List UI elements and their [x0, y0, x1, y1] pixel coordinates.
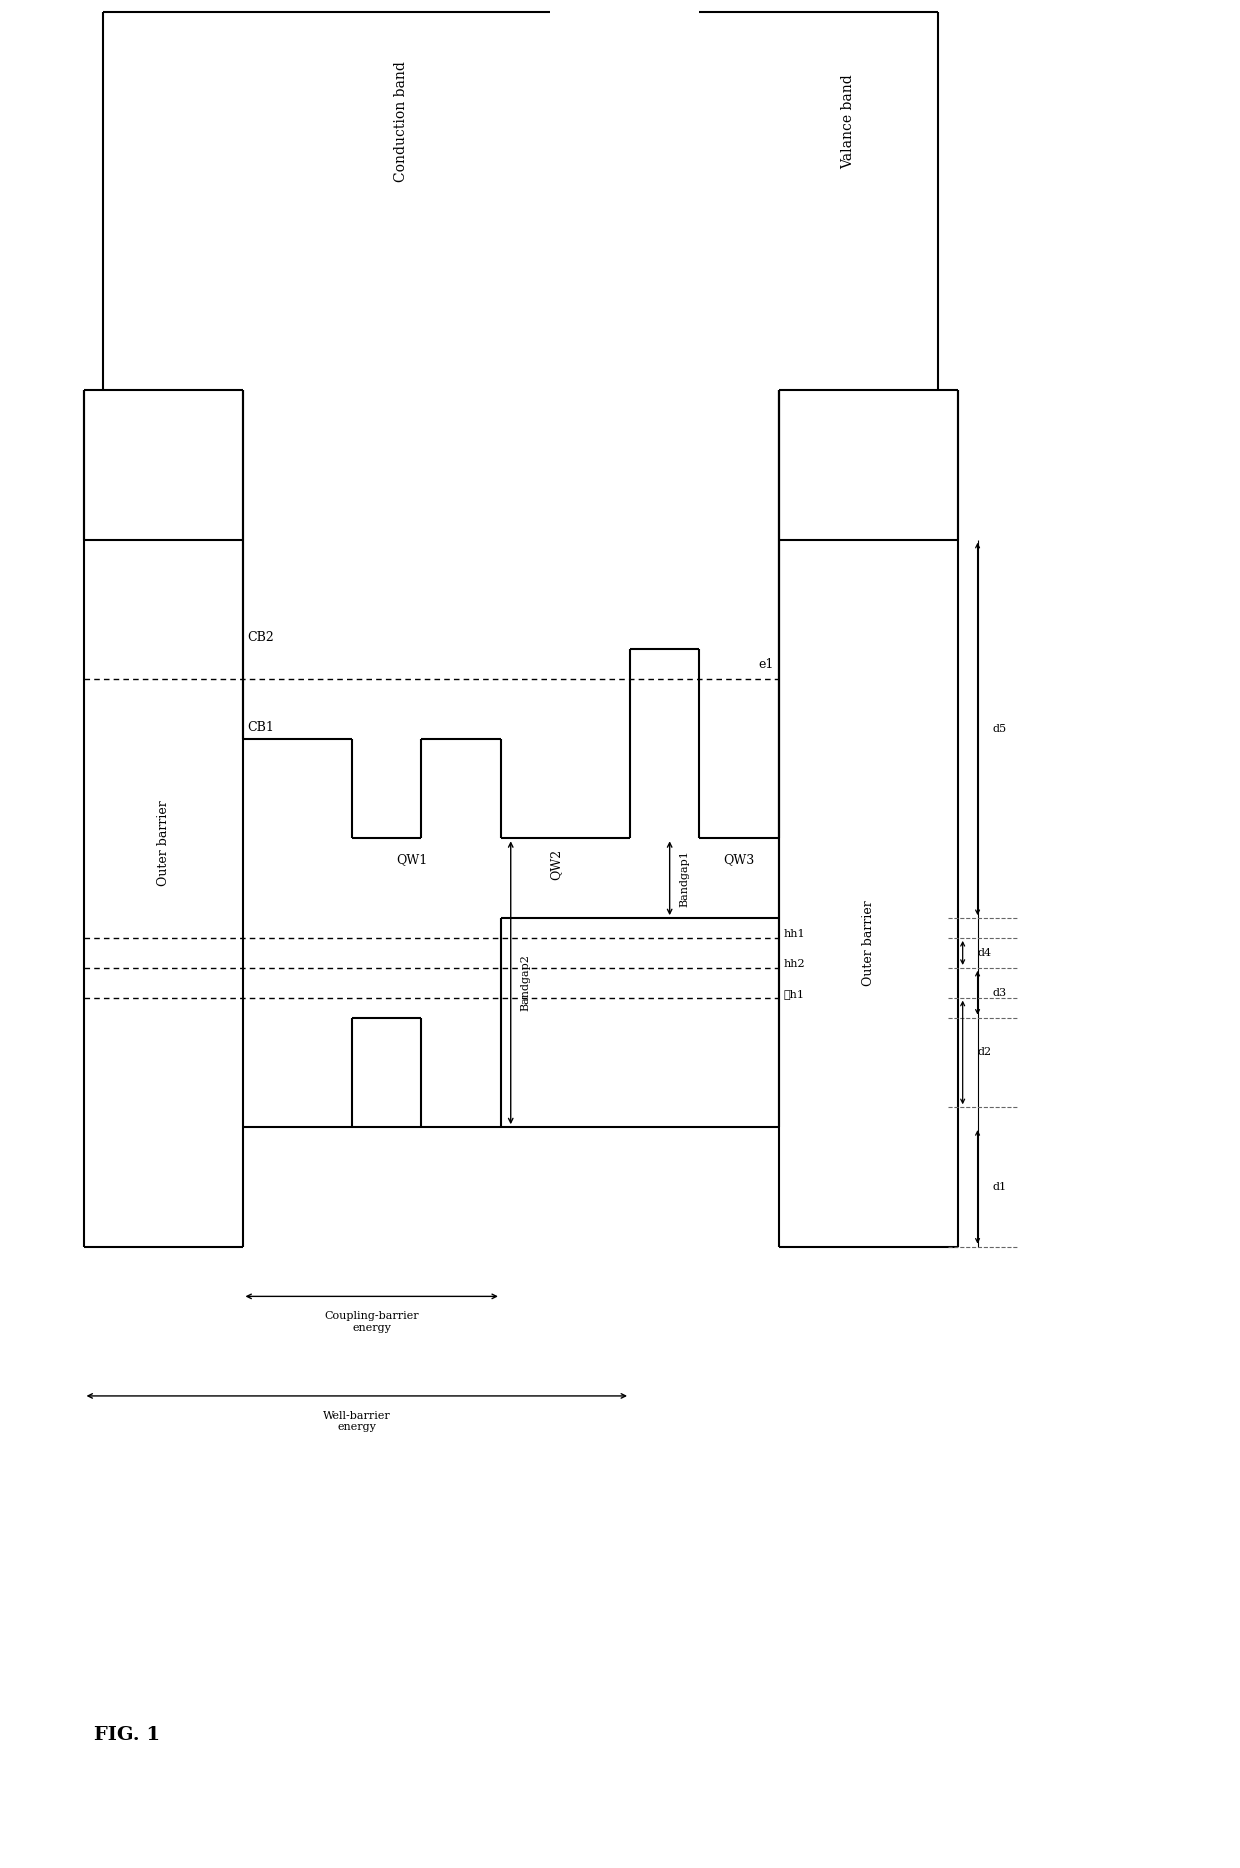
Text: hh2: hh2 — [784, 958, 806, 969]
Text: Bandgap2: Bandgap2 — [521, 955, 531, 1011]
Text: QW1: QW1 — [397, 854, 428, 867]
Text: Valance band: Valance band — [842, 75, 856, 168]
Text: ℓh1: ℓh1 — [784, 988, 805, 999]
Text: Well-barrier
energy: Well-barrier energy — [322, 1410, 391, 1433]
Text: d2: d2 — [977, 1048, 992, 1057]
Text: d4: d4 — [977, 947, 992, 958]
Text: Outer barrier: Outer barrier — [862, 900, 874, 986]
Text: CB2: CB2 — [248, 631, 274, 644]
Text: Outer barrier: Outer barrier — [156, 801, 170, 885]
Text: QW3: QW3 — [724, 854, 755, 867]
Text: Bandgap1: Bandgap1 — [680, 850, 689, 906]
Text: e1: e1 — [759, 658, 774, 671]
Text: d3: d3 — [992, 988, 1007, 998]
Text: FIG. 1: FIG. 1 — [93, 1726, 160, 1745]
Text: CB1: CB1 — [248, 721, 274, 734]
Text: Conduction band: Conduction band — [394, 62, 408, 181]
Text: hh1: hh1 — [784, 928, 806, 940]
Text: d1: d1 — [992, 1182, 1007, 1192]
Text: QW2: QW2 — [549, 848, 562, 880]
Text: d5: d5 — [992, 725, 1007, 734]
Text: Coupling-barrier
energy: Coupling-barrier energy — [325, 1311, 419, 1334]
